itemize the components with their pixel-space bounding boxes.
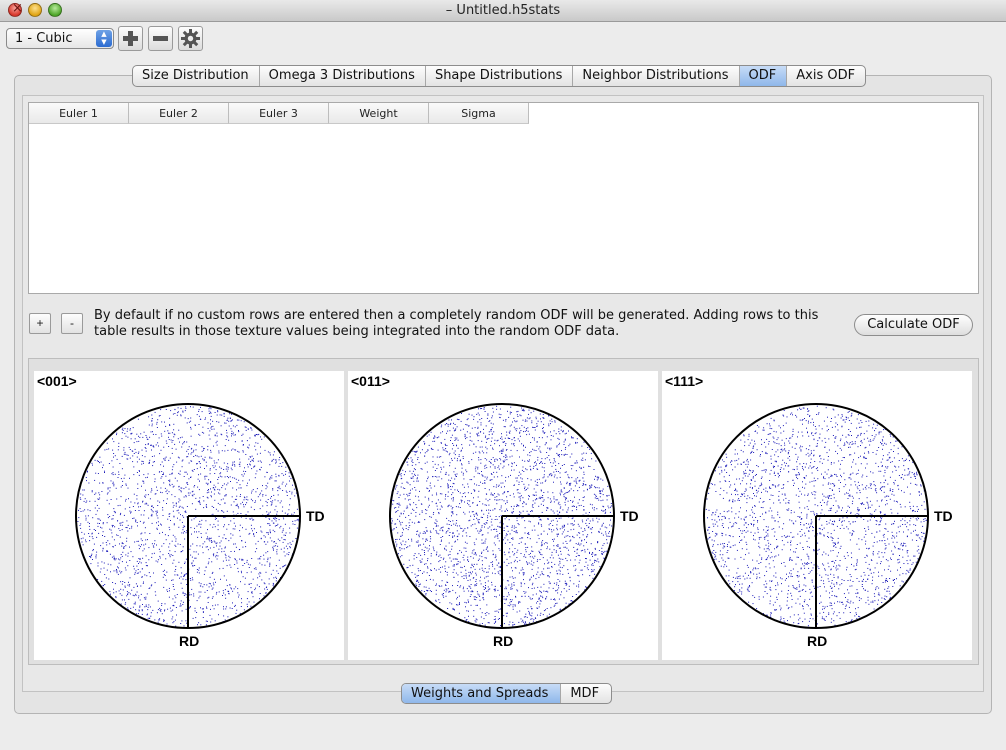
table-header: Euler 1 Euler 2 Euler 3 Weight Sigma — [29, 103, 529, 124]
add-phase-button[interactable] — [118, 26, 143, 51]
td-label: TD — [620, 508, 639, 524]
remove-row-button[interactable]: - — [61, 313, 83, 334]
pole-figure-001-points — [77, 406, 300, 627]
column-header-weight[interactable]: Weight — [329, 103, 429, 124]
column-header-euler2[interactable]: Euler 2 — [129, 103, 229, 124]
pole-figure-111: TD RD <111> — [662, 371, 972, 660]
pole-figure-title: <011> — [351, 373, 390, 389]
rd-label: RD — [807, 633, 827, 649]
add-row-button[interactable]: + — [29, 313, 51, 334]
odf-mode-tabbar: Weights and Spreads MDF — [401, 683, 613, 704]
rd-label: RD — [179, 633, 199, 649]
calculate-odf-button[interactable]: Calculate ODF — [854, 314, 973, 336]
phase-select[interactable]: 1 - Cubic ▲ ▼ — [6, 28, 114, 49]
stats-tabbar: Size Distribution Omega 3 Distributions … — [132, 65, 867, 87]
title-bar: – Untitled.h5stats — [0, 0, 1006, 22]
close-window-button[interactable] — [8, 1, 23, 17]
tab-neighbor-distributions[interactable]: Neighbor Distributions — [573, 66, 740, 86]
tab-omega3-distributions[interactable]: Omega 3 Distributions — [260, 66, 426, 86]
tab-shape-distributions[interactable]: Shape Distributions — [426, 66, 574, 86]
remove-phase-button[interactable] — [148, 26, 173, 51]
pole-figure-001: TD RD <001> — [34, 371, 344, 660]
gear-icon — [179, 29, 202, 55]
pole-figure-011-points — [391, 405, 614, 627]
td-label: TD — [934, 508, 953, 524]
odf-info-text: By default if no custom rows are entered… — [94, 308, 819, 339]
tab-weights-and-spreads[interactable]: Weights and Spreads — [402, 684, 562, 703]
rd-label: RD — [493, 633, 513, 649]
minus-icon — [149, 33, 172, 55]
pole-figure-111-svg: TD RD — [703, 403, 953, 649]
tab-size-distribution[interactable]: Size Distribution — [133, 66, 260, 86]
zoom-window-button[interactable] — [48, 3, 62, 17]
plus-icon — [119, 31, 142, 55]
column-header-sigma[interactable]: Sigma — [429, 103, 529, 124]
window-title: – Untitled.h5stats — [445, 3, 561, 18]
select-arrows-icon: ▲ ▼ — [96, 30, 112, 47]
pole-figure-111-points — [705, 405, 928, 627]
pole-figure-001-svg: TD RD — [75, 403, 325, 649]
tab-mdf[interactable]: MDF — [570, 686, 600, 701]
phase-select-value: 1 - Cubic — [15, 31, 73, 46]
tab-odf[interactable]: ODF — [739, 66, 788, 86]
pole-figure-title: <111> — [665, 373, 704, 389]
column-header-euler1[interactable]: Euler 1 — [29, 103, 129, 124]
minimize-window-button[interactable] — [28, 3, 42, 17]
pole-figure-011: TD RD <011> — [348, 371, 658, 660]
pole-figure-011-svg: TD RD — [389, 403, 639, 649]
tab-axis-odf[interactable]: Axis ODF — [796, 68, 856, 83]
settings-button[interactable] — [178, 26, 203, 51]
td-label: TD — [306, 508, 325, 524]
column-header-euler3[interactable]: Euler 3 — [229, 103, 329, 124]
pole-figure-title: <001> — [37, 373, 77, 389]
texture-table[interactable]: Euler 1 Euler 2 Euler 3 Weight Sigma — [28, 102, 979, 294]
